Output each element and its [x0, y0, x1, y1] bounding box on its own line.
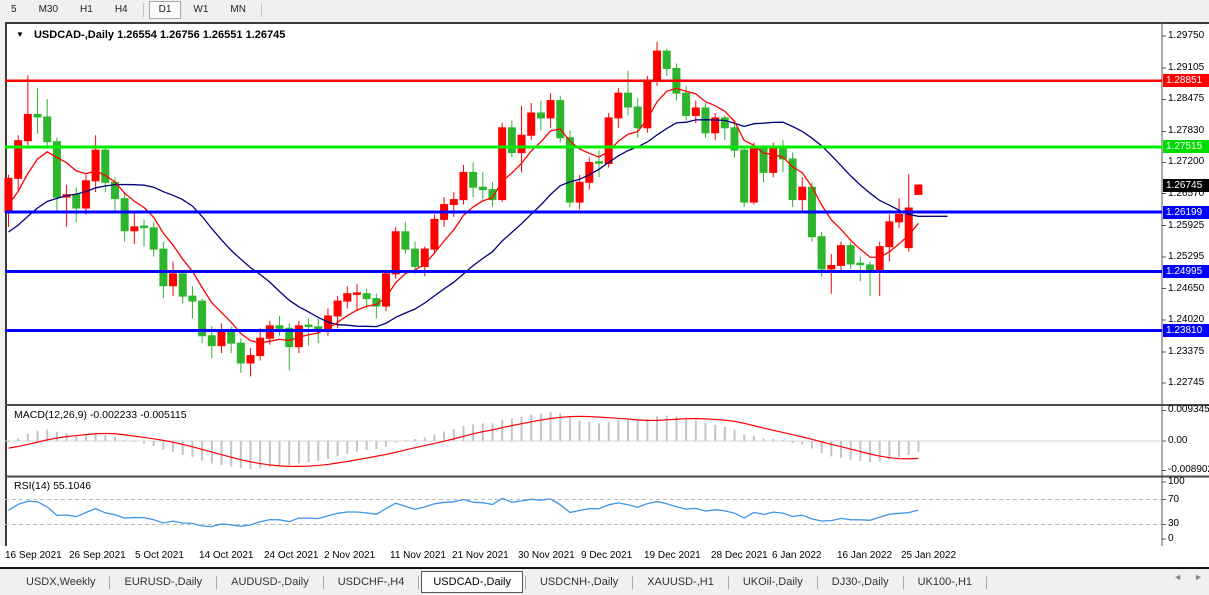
- tab-scroll-arrows: ◄ ►: [1173, 572, 1203, 582]
- current-price-badge: 1.26745: [1163, 178, 1209, 192]
- timeframe-button-M30[interactable]: M30: [38, 4, 59, 15]
- tab-separator: [902, 575, 904, 589]
- tab-ukoil-daily[interactable]: UKOil-,Daily: [742, 576, 803, 588]
- date-axis-label: 5 Oct 2021: [135, 550, 184, 561]
- date-axis-label: 21 Nov 2021: [452, 550, 509, 561]
- date-axis-label: 26 Sep 2021: [69, 550, 126, 561]
- date-axis-label: 28 Dec 2021: [711, 550, 768, 561]
- date-axis-label: 24 Oct 2021: [264, 550, 319, 561]
- timeframe-button-W1[interactable]: W1: [193, 4, 209, 15]
- tab-separator: [524, 575, 526, 589]
- tab-scroll-right-icon[interactable]: ►: [1194, 572, 1203, 582]
- tab-separator: [216, 575, 218, 589]
- chart-title: ▼ USDCAD-,Daily 1.26554 1.26756 1.26551 …: [16, 29, 285, 41]
- rsi-axis-label: 0: [1168, 533, 1174, 544]
- rsi-axis-label: 30: [1168, 518, 1180, 530]
- price-level-badge: 1.28851: [1163, 74, 1209, 88]
- price-axis-label: 1.23375: [1168, 345, 1205, 357]
- rsi-label: RSI(14) 55.1046: [14, 480, 92, 492]
- price-axis-label: 1.27830: [1168, 125, 1205, 137]
- tab-audusd-daily[interactable]: AUDUSD-,Daily: [231, 576, 309, 588]
- macd-axis-label: 0.009345: [1168, 404, 1209, 416]
- timeframe-button-H4[interactable]: H4: [114, 4, 128, 15]
- toolbar-separator: [142, 3, 144, 17]
- macd-axis-label: -0.008902: [1168, 464, 1209, 476]
- price-axis-label: 1.28475: [1168, 93, 1205, 105]
- price-axis-label: 1.24020: [1168, 313, 1205, 325]
- price-level-badge: 1.23810: [1163, 323, 1209, 337]
- rsi-axis-label: 100: [1168, 476, 1185, 487]
- date-axis-label: 6 Jan 2022: [772, 550, 822, 561]
- tab-separator: [816, 575, 818, 589]
- chart-dropdown-icon[interactable]: ▼: [16, 30, 24, 39]
- price-axis-label: 1.26570: [1168, 187, 1205, 199]
- tab-usdcad-daily[interactable]: USDCAD-,Daily: [421, 571, 523, 593]
- tab-uk100-h1[interactable]: UK100-,H1: [917, 576, 973, 588]
- date-axis-label: 14 Oct 2021: [199, 550, 254, 561]
- date-axis-label: 9 Dec 2021: [581, 550, 633, 561]
- rsi-axis-label: 70: [1168, 493, 1180, 505]
- price-axis-label: 1.22745: [1168, 377, 1205, 389]
- price-axis-label: 1.24650: [1168, 282, 1205, 294]
- date-axis-label: 2 Nov 2021: [324, 550, 376, 561]
- tab-scroll-left-icon[interactable]: ◄: [1173, 572, 1183, 582]
- timeframe-button-D1[interactable]: D1: [148, 1, 182, 19]
- macd-axis-label: 0.00: [1168, 435, 1188, 446]
- timeframe-button-5[interactable]: 5: [11, 4, 17, 15]
- tab-usdx-weekly[interactable]: USDX,Weekly: [26, 576, 96, 588]
- timeframe-toolbar: 5 M30 H1 H4 D1 W1 MN: [0, 0, 1209, 20]
- tab-separator: [109, 575, 111, 589]
- date-axis: [0, 546, 1209, 567]
- price-axis-label: 1.25925: [1168, 219, 1205, 231]
- tab-eurusd-daily[interactable]: EURUSD-,Daily: [124, 576, 203, 588]
- date-axis-label: 11 Nov 2021: [390, 550, 446, 561]
- price-level-badge: 1.24995: [1163, 265, 1209, 279]
- price-axis-label: 1.27200: [1168, 156, 1205, 168]
- date-axis-label: 30 Nov 2021: [518, 550, 575, 561]
- price-axis-label: 1.25295: [1168, 250, 1205, 262]
- date-axis-label: 19 Dec 2021: [644, 550, 701, 561]
- tab-separator: [322, 575, 324, 589]
- price-level-badge: 1.26199: [1163, 205, 1209, 219]
- tab-usdchf-h4[interactable]: USDCHF-,H4: [337, 576, 405, 588]
- tab-separator: [418, 575, 420, 589]
- date-axis-label: 25 Jan 2022: [901, 550, 957, 561]
- chart-tab-bar: USDX,Weekly EURUSD-,Daily AUDUSD-,Daily USD…: [0, 567, 1209, 595]
- tab-xauusd-h1[interactable]: XAUUSD-,H1: [647, 576, 714, 588]
- price-axis-label: 1.29105: [1168, 62, 1205, 74]
- chart-symbol-label: USDCAD-,Daily: [33, 29, 115, 41]
- tab-separator: [727, 575, 729, 589]
- price-axis-label: 1.29750: [1168, 30, 1205, 42]
- tab-separator: [986, 575, 988, 589]
- timeframe-button-H1[interactable]: H1: [80, 4, 93, 15]
- date-axis-label: 16 Jan 2022: [837, 550, 893, 561]
- price-level-badge: 1.27515: [1163, 140, 1209, 154]
- tab-usdcnh-daily[interactable]: USDCNH-,Daily: [539, 576, 619, 588]
- macd-label: MACD(12,26,9) -0.002233 -0.005115: [14, 409, 187, 421]
- chart-ohlc-values: 1.26554 1.26756 1.26551 1.26745: [117, 29, 286, 41]
- timeframe-button-MN[interactable]: MN: [230, 4, 246, 15]
- tab-separator: [632, 575, 634, 589]
- date-axis-label: 16 Sep 2021: [5, 550, 62, 561]
- chart-window[interactable]: [5, 22, 1209, 546]
- toolbar-separator: [260, 3, 262, 17]
- tab-dj30-daily[interactable]: DJ30-,Daily: [831, 576, 889, 588]
